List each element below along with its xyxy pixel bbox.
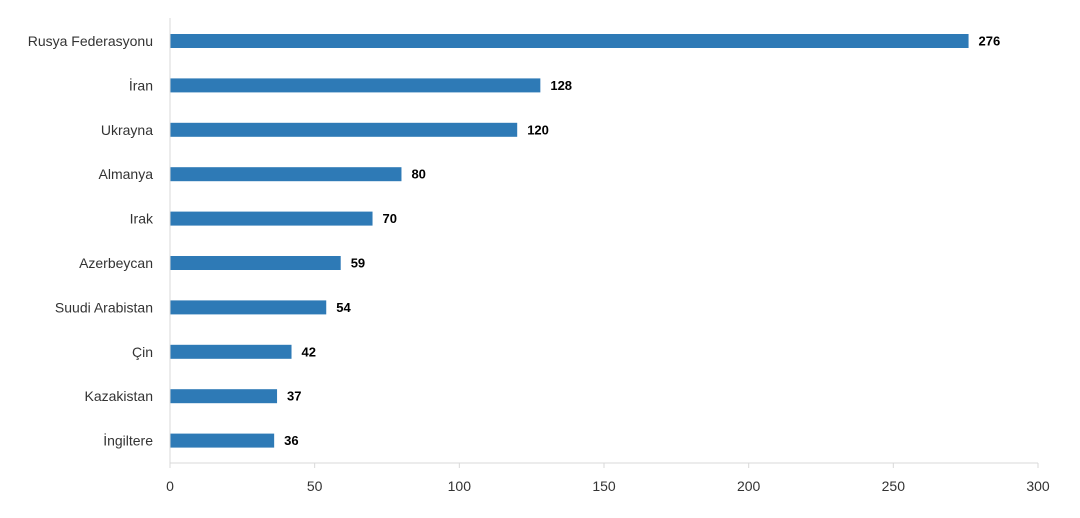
bar-2: [170, 122, 518, 137]
bar-7: [170, 344, 292, 359]
bar-5: [170, 256, 341, 270]
value-label-8: 37: [287, 389, 301, 404]
value-label-9: 36: [284, 433, 298, 448]
value-label-1: 128: [550, 78, 572, 93]
value-label-0: 276: [979, 34, 1001, 49]
category-label-4: Irak: [130, 211, 154, 227]
value-label-6: 54: [336, 300, 351, 315]
value-label-7: 42: [302, 344, 316, 359]
x-tick-label-5: 250: [882, 478, 906, 494]
bar-6: [170, 300, 327, 315]
bar-8: [170, 389, 278, 404]
x-tick-label-1: 50: [307, 478, 323, 494]
x-tick-label-3: 150: [592, 478, 616, 494]
value-label-2: 120: [527, 122, 549, 137]
category-label-2: Ukrayna: [101, 122, 153, 138]
bar-9: [170, 433, 275, 448]
category-label-5: Azerbeycan: [79, 255, 153, 271]
bar-0: [170, 34, 969, 48]
category-label-1: İran: [129, 76, 153, 93]
bar-1: [170, 78, 541, 93]
x-tick-label-2: 100: [448, 478, 472, 494]
category-label-6: Suudi Arabistan: [55, 299, 153, 315]
x-tick-label-6: 300: [1026, 478, 1050, 494]
bar-4: [170, 211, 373, 226]
x-tick-label-4: 200: [737, 478, 761, 494]
labels-layer: Rusya Federasyonu 276 İran 128 Ukrayna 120 Alm…: [28, 33, 1001, 449]
axis-layer: 0 50 100 150 200 250 300: [166, 18, 1050, 494]
category-label-3: Almanya: [99, 166, 154, 182]
bar-3: [170, 167, 402, 182]
value-label-3: 80: [411, 167, 425, 182]
category-label-7: Çin: [132, 344, 153, 360]
value-label-4: 70: [383, 211, 397, 226]
category-label-9: İngiltere: [103, 432, 153, 449]
x-tick-label-0: 0: [166, 478, 174, 494]
category-label-0: Rusya Federasyonu: [28, 33, 153, 49]
category-label-8: Kazakistan: [85, 388, 153, 404]
bars-layer: [170, 34, 969, 448]
value-label-5: 59: [351, 256, 365, 271]
